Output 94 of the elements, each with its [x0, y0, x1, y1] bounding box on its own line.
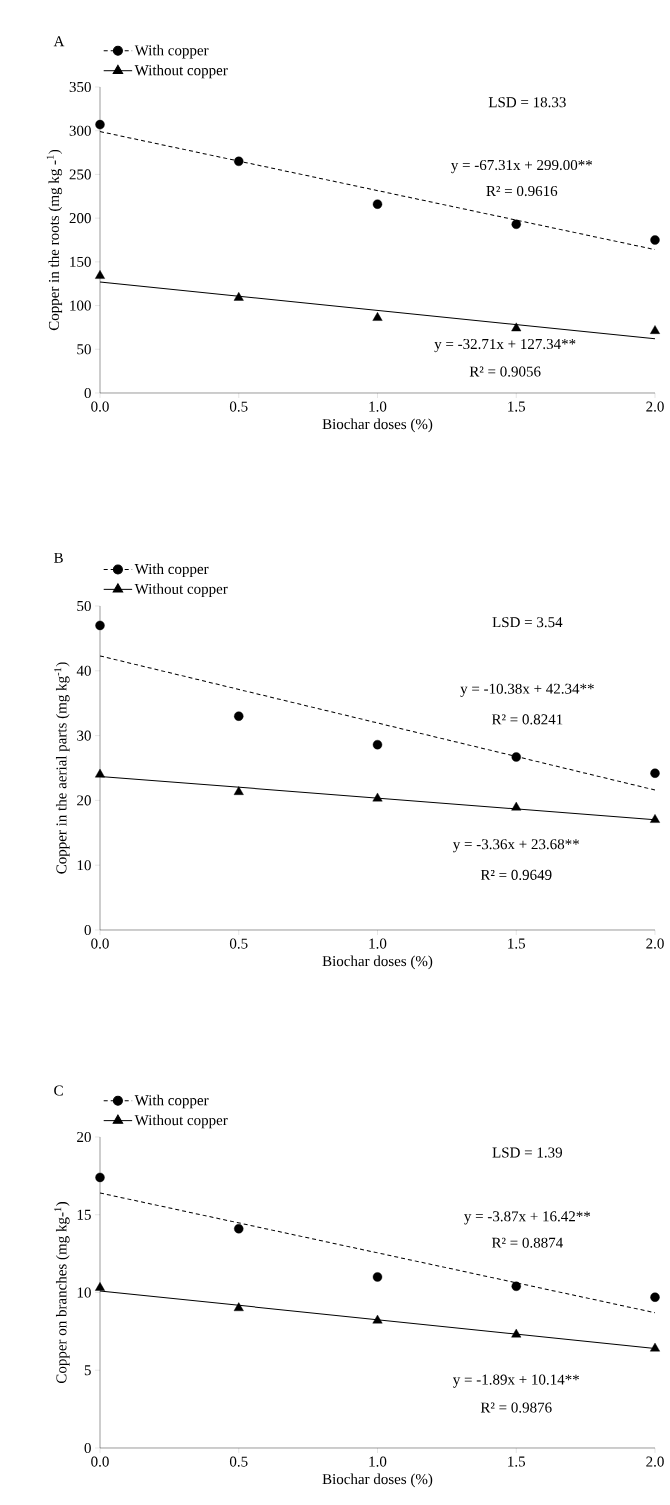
point [372, 199, 383, 209]
y-tick-label: 200 [69, 213, 91, 224]
annotation: R² = 0.8241 [491, 714, 563, 725]
point [234, 1224, 244, 1234]
point [234, 156, 244, 166]
point [233, 291, 244, 301]
y-axis-title: Copper in the roots (mg kg -$^{1}$) [46, 149, 63, 331]
chart-title: C [54, 1085, 63, 1096]
annotation: y = -3.87x + 16.42** [464, 1211, 591, 1225]
x-tick-label: 1.0 [369, 1456, 387, 1467]
point [233, 786, 244, 795]
annotation: R² = 0.8874 [491, 1237, 563, 1248]
point [372, 792, 383, 802]
legend-label: With copper [134, 44, 209, 59]
point [372, 739, 383, 750]
y-tick-label: 5 [84, 1365, 91, 1376]
annotation: R² = 0.9616 [486, 185, 558, 197]
x-axis-title: Biochar doses (%) [322, 1473, 433, 1488]
y-tick-label: 20 [77, 795, 91, 806]
point [511, 1281, 521, 1291]
y-tick-label: 150 [70, 256, 91, 267]
point [95, 270, 105, 279]
y-axis-title: Copper in the aerial parts (mg kg$^{-1}$) [54, 662, 70, 874]
point [650, 235, 660, 245]
legend-label: With copper [134, 563, 209, 578]
x-axis-title: Biochar doses (%) [322, 955, 433, 970]
annotation: y = -32.71x + 127.34** [434, 338, 576, 353]
chart-title: A [53, 36, 65, 47]
y-tick-label: 300 [69, 125, 91, 136]
y-axis-title: Copper on branches (mg kg-$^{1}$) [54, 1201, 70, 1384]
point [372, 1272, 383, 1282]
point [234, 711, 244, 721]
annotation: y = -10.38x + 42.34** [460, 683, 594, 697]
x-tick-label: 1.0 [369, 938, 387, 949]
legend-label: With copper [134, 1094, 209, 1109]
x-tick-label: 1.0 [369, 401, 387, 412]
x-tick-label: 0.0 [91, 1456, 109, 1467]
annotation: y = -3.36x + 23.68** [452, 839, 579, 853]
point [650, 325, 660, 334]
y-tick-label: 0 [84, 924, 91, 936]
x-tick-label: 0.0 [91, 938, 109, 949]
point [233, 1302, 244, 1311]
y-tick-label: 0 [84, 387, 91, 399]
x-tick-label: 1.5 [508, 401, 526, 412]
point [372, 1314, 383, 1324]
y-tick-label: 100 [70, 300, 91, 311]
point [511, 219, 521, 229]
x-axis-title: Biochar doses (%) [322, 418, 433, 433]
x-tick-label: 0.5 [229, 938, 248, 949]
point [650, 1292, 660, 1302]
x-tick-label: 1.5 [508, 938, 526, 949]
point [511, 322, 522, 332]
y-tick-label: 10 [77, 1287, 91, 1298]
point [511, 801, 522, 811]
y-tick-label: 0 [84, 1442, 91, 1454]
y-tick-label: 50 [77, 600, 91, 612]
point [650, 768, 660, 778]
annotation: R² = 0.9876 [480, 1402, 552, 1413]
point [95, 1282, 105, 1291]
x-tick-label: 2.0 [646, 401, 664, 412]
y-tick-label: 10 [77, 860, 91, 871]
point [372, 312, 383, 321]
y-tick-label: 40 [76, 665, 91, 676]
annotation: LSD = 18.33 [488, 97, 566, 108]
x-tick-label: 2.0 [646, 938, 664, 949]
point [95, 1172, 105, 1183]
annotation: LSD = 3.54 [492, 617, 563, 628]
x-tick-label: 2.0 [646, 1456, 664, 1467]
point [650, 814, 660, 823]
annotation: R² = 0.9056 [469, 366, 541, 377]
point [95, 620, 105, 631]
y-tick-label: 20 [77, 1131, 91, 1143]
y-tick-label: 50 [77, 344, 91, 355]
x-tick-label: 0.5 [229, 401, 248, 412]
annotation: y = -67.31x + 299.00** [451, 159, 593, 174]
annotation: R² = 0.9649 [480, 869, 552, 881]
y-tick-label: 30 [77, 730, 91, 741]
annotation: LSD = 1.39 [492, 1147, 562, 1158]
point [650, 1342, 660, 1352]
point [511, 1328, 522, 1338]
x-tick-label: 0.0 [91, 401, 109, 412]
y-tick-label: 250 [69, 169, 91, 180]
x-tick-label: 1.5 [508, 1456, 526, 1467]
annotation: y = -1.89x + 10.14** [452, 1374, 579, 1388]
legend-label: Without copper [134, 1114, 228, 1129]
y-tick-label: 15 [77, 1209, 91, 1220]
x-tick-label: 0.5 [229, 1456, 248, 1467]
legend-label: Without copper [134, 64, 228, 79]
point [95, 119, 105, 130]
chart-title: B [54, 552, 63, 563]
point [511, 752, 521, 762]
y-tick-label: 350 [69, 81, 91, 93]
legend-label: Without copper [134, 583, 228, 598]
point [95, 768, 105, 778]
